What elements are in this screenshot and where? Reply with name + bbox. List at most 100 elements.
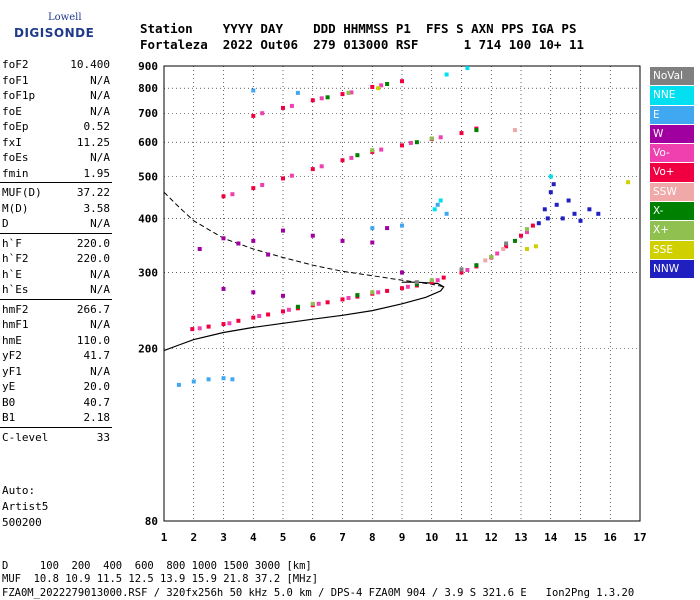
echo-point xyxy=(379,147,384,152)
code-label: 500200 xyxy=(2,516,42,529)
param-value: N/A xyxy=(90,283,110,296)
true-height-profile xyxy=(163,281,445,352)
param-row: h`Es N/A xyxy=(0,282,112,298)
echo-point xyxy=(504,244,509,249)
param-label: B1 xyxy=(2,411,16,424)
x-tick-label: 13 xyxy=(514,531,527,544)
param-value: 1.95 xyxy=(83,166,111,180)
echo-point xyxy=(370,226,375,231)
echo-point xyxy=(230,192,235,197)
echo-point xyxy=(560,216,565,221)
echo-point xyxy=(236,241,241,246)
echo-point xyxy=(319,164,324,169)
param-label: fmin xyxy=(2,166,29,180)
echo-point xyxy=(566,198,571,203)
param-value: 220.0 xyxy=(76,236,110,250)
param-value: N/A xyxy=(90,267,110,281)
param-label: h`F2 xyxy=(2,252,29,265)
echo-point xyxy=(400,79,404,84)
param-label: foEp xyxy=(2,120,29,133)
param-row: foEp 0.52 xyxy=(0,119,112,135)
param-label: foEs xyxy=(2,151,29,164)
param-label: yF1 xyxy=(2,364,22,378)
echo-point xyxy=(519,233,523,238)
auto-label: Auto: xyxy=(2,484,36,497)
legend-item: X+ xyxy=(650,221,694,240)
param-label: M(D) xyxy=(2,201,29,215)
echo-point xyxy=(319,96,324,101)
echo-point xyxy=(325,95,330,100)
echo-point xyxy=(221,376,226,381)
echo-point xyxy=(525,230,529,235)
legend-item: NNE xyxy=(650,86,694,105)
param-row: fxI 11.25 xyxy=(0,135,112,151)
param-value: 20.0 xyxy=(83,380,111,393)
param-separator xyxy=(0,182,112,183)
echo-point xyxy=(495,251,500,256)
echo-point xyxy=(429,136,434,141)
echo-point xyxy=(370,240,375,245)
param-label: yF2 xyxy=(2,349,22,362)
echo-point xyxy=(513,238,517,243)
echo-point xyxy=(474,128,479,133)
echo-point xyxy=(385,82,390,86)
param-value: N/A xyxy=(90,318,110,331)
param-row: B1 2.18 xyxy=(0,410,112,426)
polarization-legend: NoVal NNE E W Vo- Vo+ SSW X- X+ SSE NNW xyxy=(650,67,694,279)
echo-point xyxy=(281,228,285,233)
param-row: h`F 220.0 xyxy=(0,236,112,252)
echo-point xyxy=(281,309,285,314)
param-label: fxI xyxy=(2,135,22,149)
echo-point xyxy=(221,322,226,327)
param-row: M(D) 3.58 xyxy=(0,201,112,217)
echo-point xyxy=(551,182,556,187)
echo-point xyxy=(376,86,381,91)
echo-point xyxy=(376,290,381,295)
y-tick-label: 300 xyxy=(138,267,158,280)
echo-point xyxy=(489,254,494,259)
header-row-values: Fortaleza 2022 Out06 279 013000 RSF 1 71… xyxy=(140,37,585,52)
echo-point xyxy=(572,211,577,216)
param-value: 37.22 xyxy=(76,186,110,199)
y-tick-label: 500 xyxy=(138,170,158,183)
echo-point xyxy=(295,304,300,309)
echo-point xyxy=(513,128,517,133)
footer-muf-row: MUF 10.8 10.9 11.5 12.5 13.9 15.9 21.8 3… xyxy=(2,573,319,585)
echo-point xyxy=(545,216,550,221)
param-value: 266.7 xyxy=(76,302,110,316)
echo-point xyxy=(548,174,553,179)
param-value: N/A xyxy=(90,89,110,102)
y-tick-label: 400 xyxy=(138,212,158,225)
legend-item: SSW xyxy=(650,182,694,202)
echo-point xyxy=(221,194,226,199)
echo-point xyxy=(316,301,321,306)
echo-point xyxy=(385,288,390,293)
echo-point xyxy=(266,252,271,257)
param-separator xyxy=(0,232,112,234)
y-tick-label: 600 xyxy=(138,136,158,149)
echo-point xyxy=(355,153,360,158)
param-value: 10.400 xyxy=(70,58,110,71)
echo-point xyxy=(429,278,434,283)
echo-point xyxy=(260,183,265,187)
param-row: foEs N/A xyxy=(0,150,112,166)
echo-point xyxy=(227,321,232,326)
echo-point xyxy=(441,275,446,280)
echo-point xyxy=(444,72,449,77)
echo-point xyxy=(435,278,440,283)
param-label: B0 xyxy=(2,395,16,409)
echo-point xyxy=(340,158,345,163)
param-label: hmE xyxy=(2,333,22,347)
echo-point xyxy=(191,379,196,384)
echo-point xyxy=(578,218,583,223)
echo-point xyxy=(281,293,285,298)
param-value: N/A xyxy=(90,151,110,164)
param-value: N/A xyxy=(90,73,110,87)
parameter-panel: foF2 10.400 foF1 N/A foF1p N/A foE N/A foEp 0.52 f… xyxy=(0,57,112,445)
footer-file-row: FZA0M_2022279013000.RSF / 320fx256h 50 k… xyxy=(2,587,635,599)
param-value: N/A xyxy=(90,364,110,378)
echo-point xyxy=(408,140,413,145)
echo-point xyxy=(340,297,345,302)
param-label: foF1p xyxy=(2,89,36,102)
